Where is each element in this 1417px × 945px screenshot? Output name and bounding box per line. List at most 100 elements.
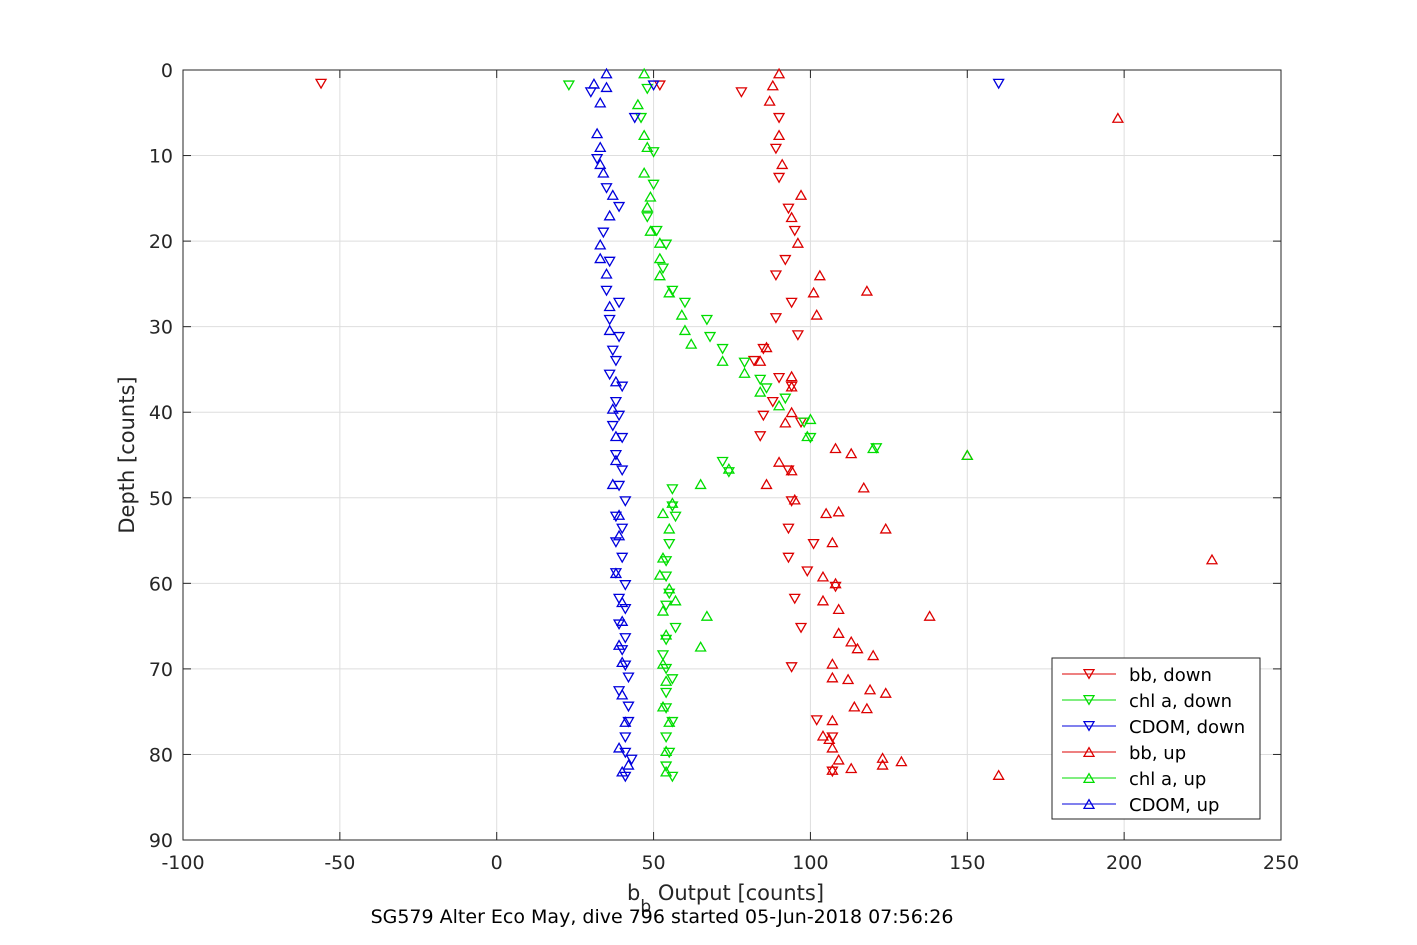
- x-tick-label: 0: [491, 852, 503, 874]
- data-point: [772, 112, 786, 124]
- legend-entry: bb, down: [1129, 665, 1212, 686]
- data-point: [785, 297, 798, 309]
- data-point: [832, 603, 845, 614]
- data-point: [597, 227, 610, 239]
- data-point: [895, 755, 908, 767]
- data-point: [647, 80, 660, 92]
- data-point: [656, 605, 670, 616]
- data-point: [816, 729, 830, 741]
- data-point: [612, 201, 626, 213]
- data-point: [860, 285, 874, 296]
- data-point: [700, 314, 714, 326]
- data-point: [782, 465, 795, 477]
- x-tick-label: 150: [949, 852, 985, 874]
- data-point: [754, 355, 767, 366]
- data-point: [779, 254, 792, 266]
- legend-marker: [1082, 669, 1096, 680]
- data-point: [810, 715, 823, 726]
- data-point: [609, 375, 623, 387]
- data-point: [663, 582, 676, 594]
- legend: bb, down chl a, down CDOM, down bb, up chl a…: [1051, 657, 1261, 820]
- data-point: [754, 386, 767, 397]
- data-point: [631, 98, 645, 110]
- data-point: [641, 83, 654, 95]
- x-tick-label: -100: [161, 852, 204, 874]
- legend-box: [1051, 657, 1261, 820]
- data-point: [826, 741, 839, 753]
- data-point: [772, 372, 786, 384]
- data-point: [776, 158, 789, 170]
- data-point: [656, 700, 670, 712]
- data-point: [659, 600, 673, 612]
- data-point: [769, 143, 783, 155]
- y-tick-label: 40: [149, 402, 173, 424]
- data-point: [659, 745, 673, 757]
- data-point: [653, 569, 666, 580]
- data-point: [754, 374, 767, 386]
- data-point: [845, 762, 858, 774]
- data-point: [669, 511, 682, 523]
- data-point: [638, 129, 651, 141]
- data-point: [845, 635, 858, 647]
- series-bb-up: [754, 67, 1219, 780]
- data-point: [826, 732, 839, 743]
- data-point: [1111, 112, 1124, 123]
- figure-caption: SG579 Alter Eco May, dive 796 started 05…: [371, 906, 954, 928]
- data-point: [616, 465, 629, 477]
- x-axis-label-subscript: b: [640, 897, 651, 917]
- data-point: [867, 649, 880, 661]
- data-point: [638, 167, 651, 178]
- x-axis-label-main: b: [627, 881, 640, 905]
- data-point: [659, 732, 673, 743]
- legend-marker: [1082, 772, 1096, 783]
- data-point: [810, 309, 823, 320]
- data-point: [641, 201, 654, 212]
- data-point: [992, 769, 1005, 780]
- data-point: [619, 633, 632, 644]
- data-point: [603, 369, 616, 381]
- data-point: [685, 338, 698, 349]
- data-point: [823, 733, 836, 745]
- y-tick-labels: 0 10 20 30 40 50 60 70 80 90: [149, 60, 173, 852]
- y-tick-label: 90: [149, 830, 173, 852]
- data-point: [829, 581, 842, 593]
- data-point: [659, 634, 673, 646]
- data-point: [788, 225, 801, 237]
- data-point: [659, 703, 673, 714]
- legend-marker: [1082, 798, 1096, 809]
- data-point: [603, 300, 616, 312]
- data-point: [666, 771, 679, 783]
- legend-entry: CDOM, down: [1129, 717, 1245, 738]
- data-point: [594, 96, 607, 108]
- data-point: [616, 765, 629, 777]
- plot-frame: [182, 69, 1282, 841]
- data-point: [785, 380, 798, 392]
- data-point: [804, 413, 817, 425]
- data-point: [772, 399, 786, 411]
- data-point: [656, 552, 670, 563]
- data-point: [663, 286, 676, 298]
- data-point: [785, 370, 798, 382]
- data-point: [600, 285, 613, 297]
- data-point: [757, 410, 770, 422]
- x-axis-label-rest: Output [counts]: [651, 881, 824, 905]
- y-tick-label: 80: [149, 744, 173, 766]
- data-point: [826, 764, 839, 775]
- data-point: [600, 81, 613, 93]
- data-point: [813, 269, 826, 281]
- data-point: [772, 129, 786, 141]
- data-point: [666, 285, 679, 297]
- data-point: [628, 112, 641, 124]
- x-tick-label: -50: [324, 852, 355, 874]
- data-point: [597, 167, 610, 178]
- data-point: [619, 660, 632, 672]
- data-point: [663, 747, 676, 759]
- data-point: [612, 331, 626, 343]
- data-point: [609, 355, 623, 367]
- data-point: [738, 357, 751, 369]
- data-point: [612, 741, 626, 753]
- data-point: [638, 67, 651, 79]
- data-point: [663, 588, 676, 600]
- legend-entry: CDOM, up: [1129, 795, 1219, 816]
